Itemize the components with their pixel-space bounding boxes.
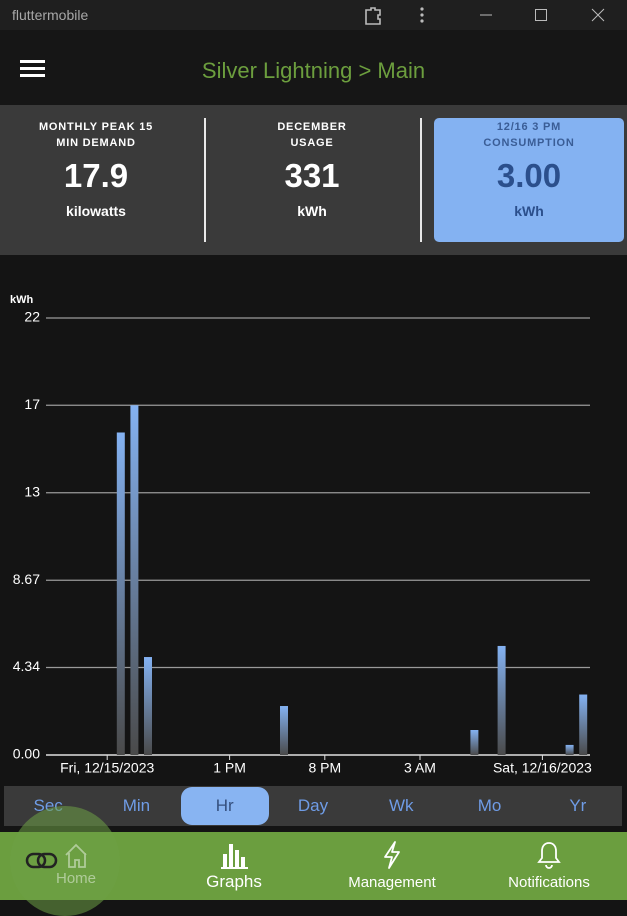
bar bbox=[280, 706, 288, 755]
link-icon bbox=[25, 852, 58, 869]
bar bbox=[497, 645, 506, 755]
stat-card: DECEMBER USAGE 331 kWh bbox=[226, 118, 398, 242]
nav-label: Graphs bbox=[206, 872, 262, 891]
x-tick-label: Sat, 12/16/2023 bbox=[493, 760, 592, 776]
bar bbox=[565, 744, 574, 755]
card-label: MONTHLY PEAK 15 MIN DEMAND bbox=[10, 119, 182, 151]
label-line: MONTHLY PEAK 15 bbox=[38, 121, 154, 133]
nav-item[interactable]: Management bbox=[332, 840, 452, 891]
stat-card: MONTHLY PEAK 15 MIN DEMAND 17.9 kilowatts bbox=[10, 118, 182, 242]
range-tab[interactable]: Min bbox=[122, 796, 151, 815]
x-tick-label: Fri, 12/15/2023 bbox=[60, 760, 154, 776]
range-tab-selected[interactable]: Hr bbox=[180, 787, 269, 825]
card-value: 3.00 bbox=[496, 157, 562, 194]
chart: kWh 0.00 4.34 8.67 13 17 22 Fri, 12/15/2023 1 P… bbox=[10, 294, 592, 776]
y-tick-label: 0.00 bbox=[13, 746, 40, 762]
range-tab[interactable]: Yr bbox=[569, 796, 587, 815]
label-line: DECEMBER bbox=[277, 121, 347, 133]
label-line: 12/16 3 PM bbox=[496, 121, 562, 133]
app-title: Silver Lightning > Main bbox=[201, 58, 426, 83]
window-title: fluttermobile bbox=[12, 7, 89, 23]
divider bbox=[204, 118, 206, 242]
minimize-button[interactable] bbox=[478, 8, 494, 22]
label-line: USAGE bbox=[290, 137, 334, 149]
menu-icon[interactable] bbox=[415, 5, 429, 25]
bar bbox=[144, 657, 152, 755]
card-unit: kWh bbox=[514, 203, 544, 219]
y-tick-label: 8.67 bbox=[13, 571, 40, 587]
card-unit: kWh bbox=[297, 203, 327, 219]
card-value: 331 bbox=[284, 157, 340, 194]
y-tick-label: 22 bbox=[24, 309, 40, 325]
management-icon bbox=[384, 841, 400, 869]
y-axis-label: kWh bbox=[10, 294, 34, 306]
nav-item[interactable]: Notifications bbox=[489, 840, 609, 891]
label-line: CONSUMPTION bbox=[483, 137, 575, 149]
y-tick-label: 17 bbox=[24, 396, 40, 412]
x-tick-label: 3 AM bbox=[404, 760, 436, 776]
close-button[interactable] bbox=[591, 8, 605, 22]
graphs-icon bbox=[221, 844, 248, 869]
divider bbox=[420, 118, 422, 242]
bar bbox=[579, 694, 588, 755]
y-tick-label: 4.34 bbox=[13, 658, 40, 674]
range-tab[interactable]: Wk bbox=[389, 796, 414, 815]
floating-button[interactable] bbox=[10, 806, 120, 916]
bar bbox=[130, 405, 139, 755]
title-bar: fluttermobile bbox=[0, 0, 627, 30]
range-tabs: Sec Min Hr Day Wk Mo Yr bbox=[4, 786, 622, 826]
card-unit: kilowatts bbox=[66, 203, 126, 219]
label-line: MIN DEMAND bbox=[56, 137, 136, 149]
range-tab[interactable]: Day bbox=[297, 796, 329, 815]
hamburger-menu[interactable] bbox=[20, 60, 46, 78]
y-tick-label: 13 bbox=[24, 483, 40, 499]
extension-icon[interactable] bbox=[362, 5, 384, 25]
card-label: 12/16 3 PM CONSUMPTION bbox=[434, 119, 624, 151]
range-tab[interactable]: Mo bbox=[477, 796, 502, 815]
bar bbox=[470, 730, 479, 755]
nav-label: Management bbox=[348, 874, 436, 891]
nav-item-selected[interactable]: Graphs bbox=[174, 840, 294, 892]
nav-label: Notifications bbox=[508, 874, 590, 891]
card-label: DECEMBER USAGE bbox=[226, 119, 398, 151]
x-tick-label: 1 PM bbox=[213, 760, 246, 776]
bell-icon bbox=[537, 842, 561, 869]
maximize-button[interactable] bbox=[534, 8, 548, 22]
bar bbox=[116, 432, 125, 755]
x-tick-label: 8 PM bbox=[308, 760, 341, 776]
app-bar bbox=[0, 30, 627, 105]
card-value: 17.9 bbox=[63, 157, 129, 194]
stat-card-selected[interactable]: 12/16 3 PM CONSUMPTION 3.00 kWh bbox=[434, 118, 624, 242]
